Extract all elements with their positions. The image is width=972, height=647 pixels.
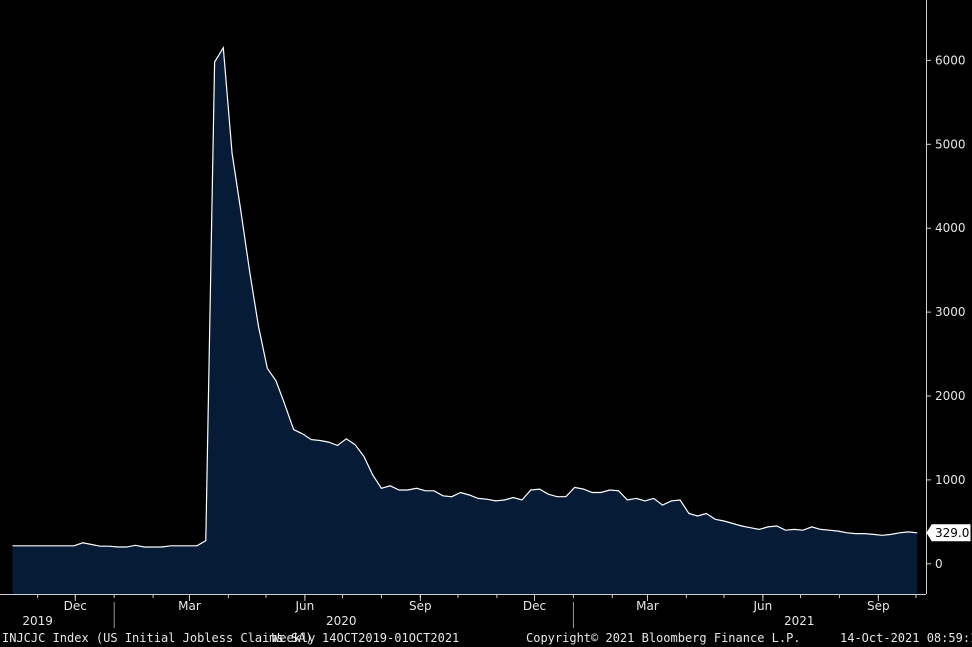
x-tick-label: Dec — [64, 599, 87, 613]
y-tick-label: 0 — [935, 557, 943, 571]
date-range-label: 14OCT2019-01OCT2021 — [322, 631, 460, 645]
jobless-claims-chart: 0 1000 2000 3000 4000 5000 6000 329.0 Dec Mar Jun S… — [0, 0, 971, 628]
x-tick-label: Jun — [753, 599, 773, 613]
x-tick-label: Sep — [867, 599, 890, 613]
timestamp-label: 14-Oct-2021 08:59:10 — [840, 631, 972, 645]
x-tick-label: Sep — [409, 599, 432, 613]
frequency-label: Weekly — [272, 631, 316, 645]
series-label: INJCJC Index (US Initial Jobless Claims … — [2, 631, 313, 645]
last-value-box — [926, 524, 971, 542]
y-tick-label: 4000 — [935, 221, 966, 235]
chart-footer: INJCJC Index (US Initial Jobless Claims … — [0, 630, 972, 647]
y-tick-label: 6000 — [935, 53, 966, 67]
y-tick-label: 5000 — [935, 137, 966, 151]
area-fill — [12, 47, 918, 595]
year-label: 2021 — [784, 614, 815, 628]
year-label: 2019 — [22, 614, 53, 628]
y-tick-label: 1000 — [935, 473, 966, 487]
x-tick-label: Mar — [178, 599, 201, 613]
year-label: 2020 — [326, 614, 357, 628]
x-tick-label: Dec — [523, 599, 546, 613]
last-value-label: 329.0 — [935, 526, 969, 540]
copyright-label: Copyright© 2021 Bloomberg Finance L.P. — [526, 631, 801, 645]
y-tick-label: 2000 — [935, 389, 966, 403]
series-line — [12, 45, 918, 548]
x-tick-label: Mar — [636, 599, 659, 613]
y-tick-label: 3000 — [935, 305, 966, 319]
x-tick-label: Jun — [295, 599, 315, 613]
